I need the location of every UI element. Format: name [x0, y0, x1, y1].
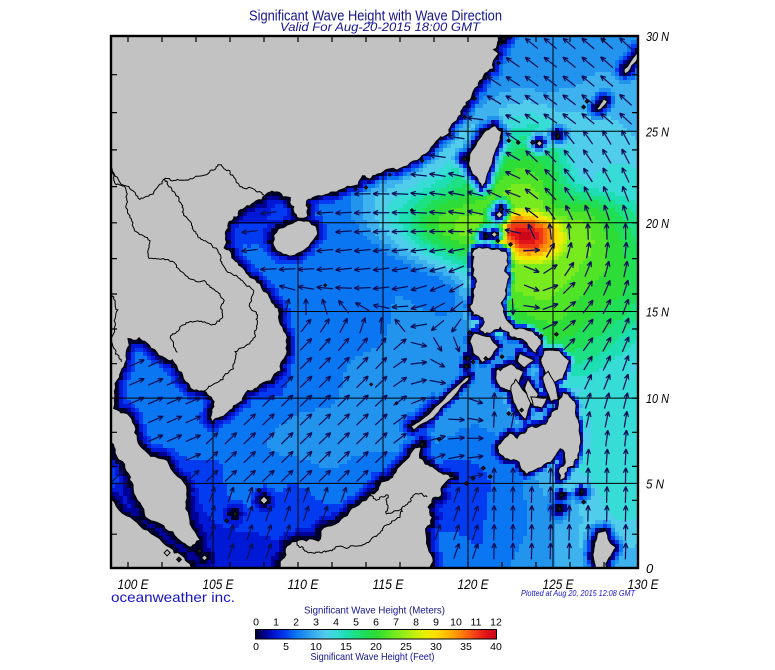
svg-text:105 E: 105 E — [203, 576, 235, 592]
svg-text:8: 8 — [413, 617, 419, 629]
svg-text:15 N: 15 N — [646, 305, 670, 320]
svg-text:25 N: 25 N — [645, 124, 669, 139]
svg-text:20 N: 20 N — [645, 216, 669, 231]
svg-text:2: 2 — [293, 617, 299, 629]
svg-text:5: 5 — [283, 641, 289, 653]
svg-text:0: 0 — [253, 641, 259, 653]
svg-text:12: 12 — [490, 617, 502, 629]
svg-text:Valid For Aug-20-2015 18:00 GM: Valid For Aug-20-2015 18:00 GMT — [280, 22, 481, 34]
svg-text:Significant Wave Height (Meter: Significant Wave Height (Meters) — [304, 605, 445, 617]
svg-text:25: 25 — [400, 641, 412, 653]
svg-text:4: 4 — [333, 617, 339, 629]
svg-text:35: 35 — [460, 641, 472, 653]
svg-text:40: 40 — [490, 641, 502, 653]
svg-text:Significant Wave Height with W: Significant Wave Height with Wave Direct… — [249, 8, 502, 25]
svg-text:3: 3 — [313, 617, 319, 629]
svg-text:10: 10 — [450, 617, 462, 629]
svg-text:5 N: 5 N — [646, 476, 665, 491]
svg-text:6: 6 — [373, 617, 379, 629]
svg-text:5: 5 — [353, 617, 359, 629]
svg-text:7: 7 — [393, 617, 399, 629]
svg-text:110 E: 110 E — [288, 576, 320, 592]
svg-text:Significant Wave Height (Feet): Significant Wave Height (Feet) — [311, 651, 435, 663]
svg-text:30: 30 — [430, 641, 442, 653]
svg-text:0: 0 — [646, 561, 654, 576]
svg-text:125 E: 125 E — [543, 576, 575, 592]
svg-text:9: 9 — [433, 617, 439, 629]
svg-text:Plotted at Aug 20, 2015 12:08: Plotted at Aug 20, 2015 12:08 GMT — [521, 589, 636, 598]
svg-text:15: 15 — [340, 641, 352, 653]
svg-text:30 N: 30 N — [646, 29, 670, 44]
svg-text:oceanweather inc.: oceanweather inc. — [111, 589, 235, 605]
svg-text:0: 0 — [253, 617, 259, 629]
svg-text:1: 1 — [273, 617, 279, 629]
svg-text:11: 11 — [471, 617, 482, 629]
svg-text:10: 10 — [310, 641, 322, 653]
svg-text:120 E: 120 E — [458, 576, 490, 592]
svg-text:115 E: 115 E — [373, 576, 405, 592]
svg-text:20: 20 — [370, 641, 382, 653]
svg-text:100 E: 100 E — [118, 576, 150, 592]
svg-text:130 E: 130 E — [628, 576, 660, 592]
svg-text:10 N: 10 N — [646, 391, 670, 406]
